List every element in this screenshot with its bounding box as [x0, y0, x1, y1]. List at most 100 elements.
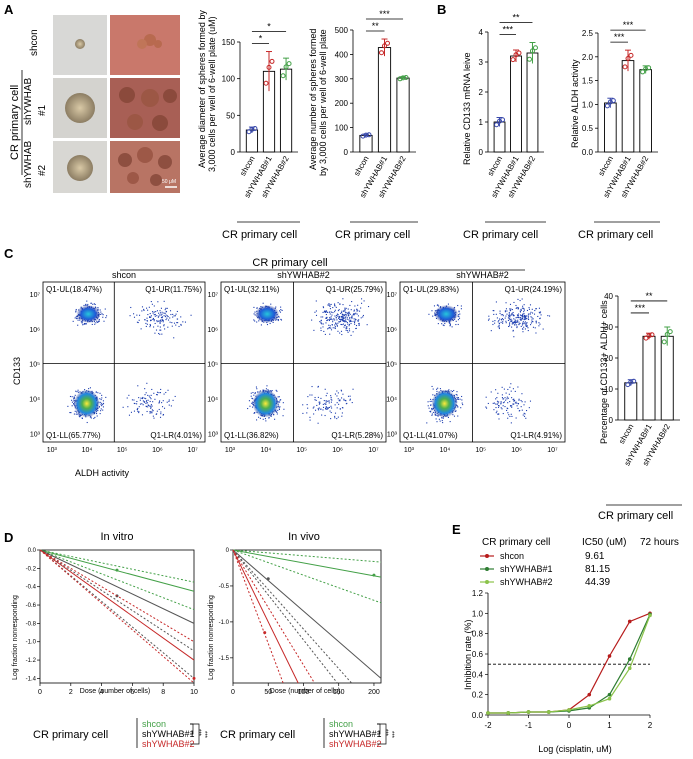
flow-event: [532, 318, 534, 320]
x-tick-label: 1: [607, 721, 612, 730]
flow-event: [516, 405, 518, 407]
flow-event: [523, 308, 525, 310]
flow-event: [163, 315, 165, 317]
flow-event: [452, 414, 454, 416]
flow-event: [348, 312, 350, 314]
flow-event: [173, 337, 175, 339]
flow-event: [128, 414, 131, 416]
flow-event: [325, 408, 327, 410]
flow-event: [170, 405, 172, 407]
flow-event: [136, 314, 138, 316]
flow-event: [461, 399, 463, 401]
flow-event: [333, 303, 336, 305]
flow-event: [278, 396, 280, 398]
sig-label: ***: [635, 303, 646, 313]
flow-event: [437, 387, 439, 389]
flow-event: [320, 408, 322, 410]
flow-event: [178, 325, 180, 328]
flow-event: [332, 321, 334, 323]
flow-event: [334, 315, 336, 317]
flow-event: [339, 303, 341, 305]
flow-event: [517, 315, 519, 317]
flow-event: [526, 318, 528, 320]
d-invitro-ylabel: Log fraction nonresponding: [12, 595, 19, 680]
flow-event: [339, 320, 342, 322]
flow-event: [356, 310, 358, 312]
flow-event: [495, 407, 497, 409]
flow-event: [331, 324, 333, 326]
flow-event: [161, 313, 163, 315]
flow-event: [159, 314, 161, 316]
flow-event: [278, 316, 280, 318]
flow-event: [101, 402, 103, 404]
flow-event: [77, 389, 79, 391]
flow-event: [275, 389, 277, 391]
flow-event: [273, 414, 275, 416]
flow-event: [167, 315, 169, 318]
flow-event: [283, 408, 285, 410]
curve-shcon: [488, 612, 651, 714]
flow-event: [159, 392, 162, 394]
x-tick-label: 0: [231, 689, 235, 696]
flow-event: [521, 298, 523, 300]
flow-event: [507, 402, 509, 404]
flow-event: [150, 404, 152, 406]
flow-plot-title: shYWHAB#2: [277, 270, 330, 280]
flow-event: [277, 319, 280, 321]
flow-event: [501, 318, 504, 320]
flow-event: [450, 390, 452, 392]
flow-event: [512, 311, 514, 314]
flow-event: [94, 303, 96, 306]
flow-event: [149, 326, 151, 328]
data-point: [360, 133, 366, 139]
flow-event: [156, 321, 158, 323]
flow-event: [522, 314, 524, 316]
flow-event: [255, 386, 257, 388]
flow-event: [156, 394, 158, 396]
c-title: CR primary cell: [252, 257, 327, 269]
flow-event: [334, 305, 336, 307]
flow-event: [324, 311, 326, 313]
flow-event: [279, 311, 282, 313]
flow-event: [500, 402, 502, 404]
flow-event: [530, 311, 532, 313]
flow-event: [165, 319, 167, 321]
flow-event: [171, 325, 173, 327]
flow-event: [100, 410, 102, 412]
sig-label: *: [259, 34, 263, 44]
flow-event: [343, 320, 345, 322]
flow-event: [352, 314, 354, 316]
flow-event: [492, 323, 494, 326]
data-point: [516, 50, 522, 56]
flow-event: [77, 319, 79, 321]
flow-event: [524, 413, 526, 415]
flow-event: [457, 315, 459, 317]
flow-plot-title: shcon: [112, 270, 136, 280]
e-header-ic50: IC50 (uM): [582, 537, 626, 548]
flow-event: [512, 388, 514, 390]
flow-event: [522, 414, 524, 416]
curve-point: [607, 692, 612, 697]
flow-event: [539, 311, 542, 313]
flow-event: [173, 315, 175, 317]
flow-event: [347, 308, 349, 310]
flow-event: [524, 315, 526, 317]
flow-event: [78, 415, 80, 417]
flow-event: [494, 320, 496, 322]
flow-event: [314, 409, 317, 411]
density-hotspot: [76, 305, 101, 323]
flow-event: [436, 390, 438, 392]
flow-event: [521, 307, 523, 309]
flow-event: [535, 308, 537, 310]
flow-event: [524, 321, 526, 323]
ld-point: [115, 568, 119, 572]
flow-event: [137, 407, 139, 410]
flow-event: [504, 311, 506, 313]
flow-event: [75, 310, 77, 312]
flow-event: [506, 313, 508, 315]
flow-event: [357, 310, 359, 312]
flow-event: [169, 310, 172, 312]
flow-event: [158, 320, 160, 322]
flow-event: [455, 410, 457, 412]
